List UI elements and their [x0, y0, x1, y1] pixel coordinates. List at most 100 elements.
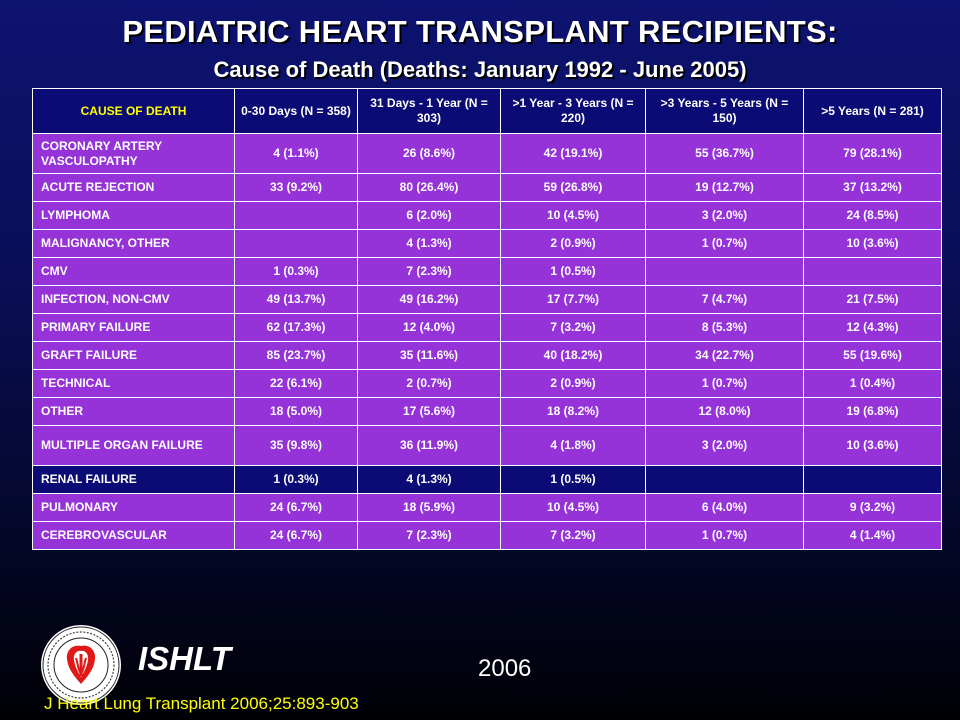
table-cell: 18 (5.9%) — [357, 493, 501, 522]
table-cell: 4 (1.3%) — [357, 229, 501, 258]
cause-label: CMV — [32, 257, 235, 286]
table-cell: 7 (4.7%) — [645, 285, 804, 314]
table-row: GRAFT FAILURE 85 (23.7%) 35 (11.6%) 40 (18.… — [32, 341, 942, 370]
ishlt-brand: ISHLT — [138, 640, 231, 677]
table-cell: 18 (8.2%) — [500, 397, 646, 426]
table-cell: 49 (13.7%) — [234, 285, 358, 314]
table-cell: 21 (7.5%) — [803, 285, 942, 314]
table-cell: 34 (22.7%) — [645, 341, 804, 370]
table-cell — [234, 201, 358, 230]
table-cell: 1 (0.7%) — [645, 229, 804, 258]
cause-label: PRIMARY FAILURE — [32, 313, 235, 342]
header-cause-of-death: CAUSE OF DEATH — [32, 88, 235, 134]
cause-label: LYMPHOMA — [32, 201, 235, 230]
table-cell: 1 (0.5%) — [500, 465, 646, 494]
table-cell — [645, 257, 804, 286]
ishlt-logo — [40, 624, 122, 711]
cause-label: CORONARY ARTERY VASCULOPATHY — [32, 133, 235, 174]
table-cell: 2 (0.7%) — [357, 369, 501, 398]
table-row: CEREBROVASCULAR 24 (6.7%) 7 (2.3%) 7 (3.2%)… — [32, 521, 942, 550]
table-body: CAUSE OF DEATH 0-30 Days (N = 358) 31 Days… — [32, 88, 942, 550]
table-cell: 10 (4.5%) — [500, 493, 646, 522]
table-row: TECHNICAL 22 (6.1%) 2 (0.7%) 2 (0.9%) 1 (0.7… — [32, 369, 942, 398]
table-row: PRIMARY FAILURE 62 (17.3%) 12 (4.0%) 7 (3.2… — [32, 313, 942, 342]
table-cell: 1 (0.3%) — [234, 465, 358, 494]
table-cell — [645, 465, 804, 494]
table-cell: 80 (26.4%) — [357, 173, 501, 202]
table-cell: 42 (19.1%) — [500, 133, 646, 174]
table-cell: 8 (5.3%) — [645, 313, 804, 342]
table-cell: 1 (0.7%) — [645, 369, 804, 398]
slide-title: PEDIATRIC HEART TRANSPLANT RECIPIENTS: — [122, 14, 838, 49]
table-cell: 10 (3.6%) — [803, 229, 942, 258]
table-row: LYMPHOMA 6 (2.0%) 10 (4.5%) 3 (2.0%) 24 (8.5… — [32, 201, 942, 230]
table-cell: 55 (36.7%) — [645, 133, 804, 174]
table-cell: 55 (19.6%) — [803, 341, 942, 370]
table-header-row: CAUSE OF DEATH 0-30 Days (N = 358) 31 Days… — [32, 88, 942, 134]
table-cell: 18 (5.0%) — [234, 397, 358, 426]
table-cell: 12 (4.3%) — [803, 313, 942, 342]
table-cell: 1 (0.7%) — [645, 521, 804, 550]
table-cell: 12 (8.0%) — [645, 397, 804, 426]
cause-label: CEREBROVASCULAR — [32, 521, 235, 550]
cause-label: PULMONARY — [32, 493, 235, 522]
table-cell: 85 (23.7%) — [234, 341, 358, 370]
cause-label: RENAL FAILURE — [32, 465, 235, 494]
table-row: MALIGNANCY, OTHER 4 (1.3%) 2 (0.9%) 1 (0.7%… — [32, 229, 942, 258]
table-cell — [803, 465, 942, 494]
table-cell: 26 (8.6%) — [357, 133, 501, 174]
table-cell: 19 (6.8%) — [803, 397, 942, 426]
cause-label: MALIGNANCY, OTHER — [32, 229, 235, 258]
citation: J Heart Lung Transplant 2006;25:893-903 — [44, 694, 359, 713]
table-cell: 17 (7.7%) — [500, 285, 646, 314]
header-interval-1: 0-30 Days (N = 358) — [234, 88, 358, 134]
table-cell: 24 (6.7%) — [234, 521, 358, 550]
table-cell: 35 (11.6%) — [357, 341, 501, 370]
table-row: PULMONARY 24 (6.7%) 18 (5.9%) 10 (4.5%) 6 (4… — [32, 493, 942, 522]
cause-label: MULTIPLE ORGAN FAILURE — [32, 425, 235, 466]
table-cell: 7 (3.2%) — [500, 313, 646, 342]
table-cell: 10 (3.6%) — [803, 425, 942, 466]
table-row: MULTIPLE ORGAN FAILURE 35 (9.8%) 36 (11.9%… — [32, 425, 942, 466]
table-cell: 24 (8.5%) — [803, 201, 942, 230]
table-cell: 7 (2.3%) — [357, 257, 501, 286]
table-cell: 49 (16.2%) — [357, 285, 501, 314]
cause-of-death-table: CAUSE OF DEATH 0-30 Days (N = 358) 31 Days… — [32, 88, 942, 550]
table-cell: 1 (0.5%) — [500, 257, 646, 286]
table-cell: 6 (2.0%) — [357, 201, 501, 230]
table-cell: 12 (4.0%) — [357, 313, 501, 342]
table-cell: 10 (4.5%) — [500, 201, 646, 230]
table-cell: 79 (28.1%) — [803, 133, 942, 174]
table-cell: 1 (0.3%) — [234, 257, 358, 286]
table-row: CORONARY ARTERY VASCULOPATHY 4 (1.1%) 26 (… — [32, 133, 942, 174]
table-row: ACUTE REJECTION 33 (9.2%) 80 (26.4%) 59 (26… — [32, 173, 942, 202]
slide-subtitle: Cause of Death (Deaths: January 1992 - J… — [213, 57, 747, 82]
table-cell: 6 (4.0%) — [645, 493, 804, 522]
table-cell: 7 (2.3%) — [357, 521, 501, 550]
table-cell: 2 (0.9%) — [500, 369, 646, 398]
table-cell — [803, 257, 942, 286]
table-cell: 9 (3.2%) — [803, 493, 942, 522]
table-cell: 4 (1.1%) — [234, 133, 358, 174]
table-cell: 19 (12.7%) — [645, 173, 804, 202]
table-cell: 62 (17.3%) — [234, 313, 358, 342]
table-cell: 4 (1.3%) — [357, 465, 501, 494]
table-cell: 36 (11.9%) — [357, 425, 501, 466]
table-cell: 35 (9.8%) — [234, 425, 358, 466]
header-interval-5: >5 Years (N = 281) — [803, 88, 942, 134]
table-cell: 33 (9.2%) — [234, 173, 358, 202]
table-row: INFECTION, NON-CMV 49 (13.7%) 49 (16.2%) 17… — [32, 285, 942, 314]
table-cell: 40 (18.2%) — [500, 341, 646, 370]
cause-label: INFECTION, NON-CMV — [32, 285, 235, 314]
header-interval-3: >1 Year - 3 Years (N = 220) — [500, 88, 646, 134]
table-cell: 2 (0.9%) — [500, 229, 646, 258]
table-cell: 7 (3.2%) — [500, 521, 646, 550]
table-cell: 17 (5.6%) — [357, 397, 501, 426]
ishlt-seal-icon — [41, 625, 121, 705]
table-cell: 22 (6.1%) — [234, 369, 358, 398]
cause-label: TECHNICAL — [32, 369, 235, 398]
header-interval-2: 31 Days - 1 Year (N = 303) — [357, 88, 501, 134]
cause-label: GRAFT FAILURE — [32, 341, 235, 370]
table-row: OTHER 18 (5.0%) 17 (5.6%) 18 (8.2%) 12 (8.0%… — [32, 397, 942, 426]
